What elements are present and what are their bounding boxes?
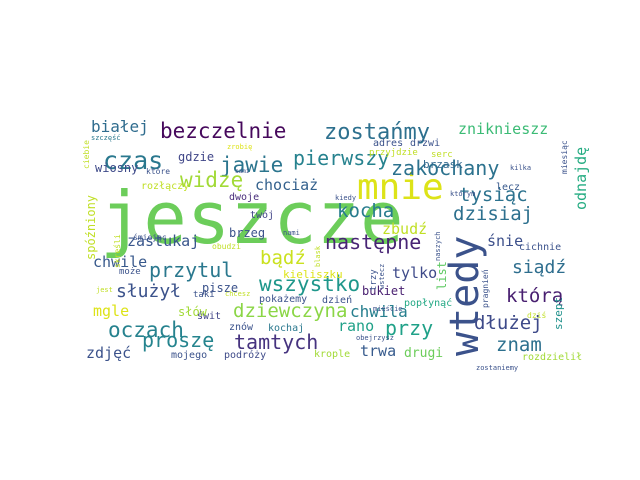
word-przytul: przytul — [149, 258, 233, 282]
word-pisze: pisze — [202, 281, 238, 295]
word-skresli: skreśli — [112, 234, 122, 268]
word-chcesz: chcesz — [225, 290, 250, 298]
word-kocha: kocha — [337, 200, 394, 222]
word-jest: jest — [96, 286, 113, 294]
word-kochaj: kochaj — [268, 323, 304, 334]
word-brzeg: brzeg — [229, 226, 265, 240]
word-nastepne: następne — [325, 230, 421, 254]
word-spozniony: spóźniony — [84, 195, 98, 260]
word-serc: serc — [431, 150, 453, 160]
word-chwile: chwile — [93, 253, 147, 271]
word-nami: nami — [283, 229, 300, 237]
word-kieliszku: kieliszku — [283, 268, 343, 281]
word-lecz: lecz — [496, 182, 520, 193]
word-brzask: brzask — [423, 158, 463, 171]
word-ktorym: którym — [450, 190, 475, 198]
word-jeszcze: jeszcze — [100, 176, 403, 260]
word-wstecz: wstecz — [378, 264, 386, 289]
word-znow: znów — [229, 321, 254, 333]
word-rano: rano — [338, 317, 374, 335]
word-drugi: drugi — [404, 346, 443, 361]
word-naszych: naszych — [434, 231, 442, 261]
word-siadz: siądź — [512, 257, 566, 278]
word-zostaniemy: zostaniemy — [476, 364, 518, 372]
word-pragnien: pragnień — [481, 269, 490, 308]
word-miescie: mieście — [373, 305, 403, 313]
word-szept: szept — [552, 297, 565, 330]
word-przyjdzie: przyjdzie — [369, 148, 418, 158]
word-dziewczyna: dziewczyna — [233, 300, 347, 322]
word-tysiac: tysiąc — [459, 184, 528, 206]
word-drzwi: drzwi — [410, 138, 440, 149]
word-jawie: jawie — [220, 153, 283, 177]
word-zdjec: zdjęć — [86, 344, 131, 362]
word-bezczelnie: bezczelnie — [160, 119, 286, 143]
word-wiosny: wiosny — [95, 161, 138, 175]
word-sluzyl: służył — [116, 281, 181, 302]
word-badz: bądź — [260, 247, 306, 269]
word-pokazemy: pokażemy — [259, 294, 307, 305]
word-pierwszy: pierwszy — [293, 146, 389, 170]
word-mgle: mgle — [93, 302, 129, 320]
word-znam: znam — [496, 334, 542, 356]
word-slow: słów — [178, 305, 208, 319]
word-snie: śnie — [487, 232, 523, 250]
word-widze: widzę — [180, 168, 243, 192]
word-mnie: mnie — [357, 167, 444, 208]
word-szczesc: szczęść — [91, 134, 121, 142]
word-cichnie: cichnie — [519, 242, 561, 253]
word-dzis: dziś — [527, 310, 546, 320]
word-tamtych: tamtych — [234, 330, 318, 354]
word-ktore: które — [146, 166, 170, 176]
word-zbudz: zbudź — [382, 220, 427, 238]
word-trwa: trwa — [360, 342, 396, 360]
word-odnajde: odnajdę — [572, 147, 590, 210]
word-oczach: oczach — [108, 318, 184, 342]
word-twoj: twój — [250, 209, 274, 221]
word-kiedy: kiedy — [335, 194, 356, 202]
word-sami: sami — [235, 168, 250, 175]
word-list: list — [435, 261, 449, 290]
word-dwoje: dwoje — [229, 192, 259, 203]
word-dzisiaj: dzisiaj — [453, 203, 533, 225]
word-wtedy: wtedy — [442, 236, 488, 356]
word-zostanmy: zostańmy — [324, 120, 430, 145]
word-poplynac: popłynąć — [404, 297, 452, 309]
word-swit: świt — [197, 310, 221, 322]
word-trzy: trzy — [369, 269, 379, 291]
word-zakochany: zakochany — [391, 156, 499, 180]
word-ciebie: ciebie — [82, 140, 91, 169]
word-adres: adres — [373, 138, 403, 149]
word-bialej: białej — [91, 117, 149, 136]
word-podrozy: podróży — [224, 349, 266, 361]
word-przy: przy — [385, 316, 433, 340]
word-obejrzysz: obejrzysz — [356, 334, 394, 342]
word-rozlaczy: rozłączy — [141, 181, 189, 192]
word-krople: krople — [314, 349, 350, 360]
word-blask: blask — [314, 245, 322, 267]
word-prosze: proszę — [142, 328, 214, 352]
word-czas: czas — [103, 146, 163, 175]
word-zniknieszz: zniknieszz — [458, 120, 548, 138]
word-bukiet: bukiet — [362, 284, 405, 298]
word-gdzie: gdzie — [178, 150, 214, 164]
word-ktora: którą — [506, 285, 563, 307]
word-zastukaj: zastukaj — [127, 232, 199, 250]
word-tylko: tylko — [392, 264, 437, 282]
word-obudzi: obudzi — [212, 242, 241, 251]
word-chwila: chwila — [350, 302, 408, 321]
word-kilka: kilka — [510, 164, 531, 172]
word-moze: może — [119, 267, 141, 277]
word-rozdzielil: rozdzielił — [522, 352, 582, 363]
word-dluzej: dłużej — [474, 312, 543, 334]
word-zrobie: zrobię — [227, 143, 252, 151]
word-mojego: mojego — [171, 350, 207, 361]
word-miesiac: miesiąc — [560, 140, 569, 174]
word-chociaz: chociaż — [255, 176, 318, 194]
word-wszystko: wszystko — [259, 272, 360, 296]
word-dzien: dzień — [322, 294, 352, 306]
word-taki: taki — [193, 290, 215, 300]
word-smiejac: śmiejąc — [133, 232, 167, 242]
